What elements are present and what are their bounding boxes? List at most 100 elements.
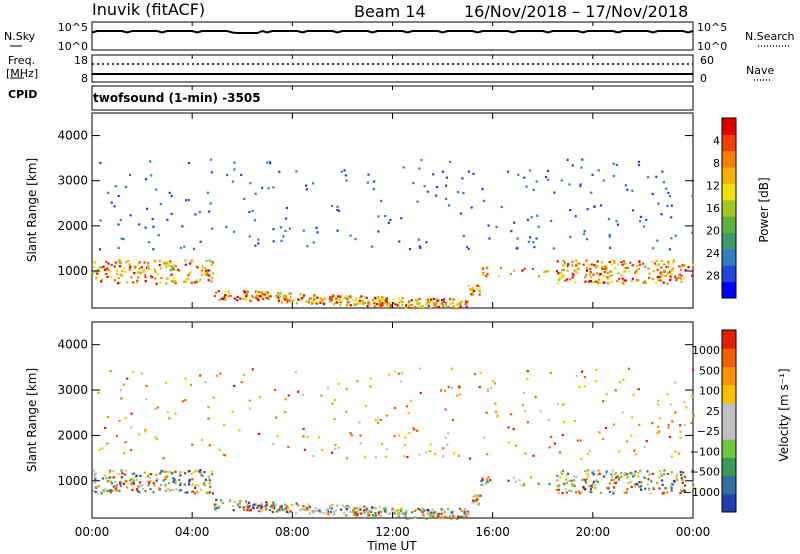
range-cell: [285, 206, 288, 209]
range-cell: [107, 268, 110, 272]
range-cell: [386, 301, 389, 305]
range-cell: [465, 305, 468, 308]
range-cell: [272, 240, 275, 243]
range-cell: [308, 508, 311, 511]
range-cell: [557, 492, 560, 495]
range-cell: [204, 381, 207, 384]
range-cell: [137, 485, 140, 488]
range-cell: [261, 505, 264, 508]
range-cell: [604, 472, 608, 475]
range-cell: [491, 380, 494, 383]
range-cell: [625, 491, 628, 494]
range-cell: [362, 505, 366, 508]
range-cell: [640, 488, 643, 491]
range-cell: [667, 272, 670, 275]
range-cell: [117, 472, 120, 476]
range-cell: [211, 272, 214, 275]
range-cell: [330, 296, 334, 299]
range-cell: [125, 469, 128, 472]
range-cell: [365, 507, 368, 511]
range-cell: [428, 510, 431, 513]
range-cell: [690, 421, 693, 425]
range-cell: [683, 423, 686, 427]
range-cell: [638, 263, 641, 266]
range-cell: [636, 482, 639, 485]
range-cell: [621, 411, 624, 414]
range-cell: [239, 499, 242, 502]
range-cell: [213, 506, 216, 509]
range-cell: [385, 300, 388, 303]
range-cell: [209, 202, 212, 205]
range-cell: [679, 424, 682, 427]
nave-tick-top: 60: [700, 54, 714, 67]
range-cell: [497, 275, 500, 278]
range-cell: [131, 488, 134, 491]
range-cell: [467, 513, 470, 516]
range-cell: [334, 509, 337, 512]
range-cell: [134, 266, 137, 269]
range-cell: [565, 474, 569, 477]
range-cell: [131, 484, 134, 487]
range-cell: [590, 275, 593, 278]
range-cell: [140, 266, 143, 269]
range-cell: [669, 403, 672, 406]
range-cell: [558, 276, 561, 279]
range-cell: [145, 398, 148, 401]
range-cell: [198, 470, 201, 473]
nsky-panel-frame: [91, 21, 694, 51]
range-cell: [548, 446, 551, 449]
range-cell: [474, 499, 477, 502]
range-cell: [366, 514, 369, 518]
range-cell: [309, 297, 313, 300]
range-cell: [404, 304, 408, 307]
range-cell: [199, 278, 202, 281]
range-cell: [553, 191, 556, 194]
range-cell: [612, 259, 616, 263]
range-cell: [584, 470, 587, 473]
range-cell: [303, 508, 307, 512]
range-cell: [578, 385, 581, 388]
range-cell: [135, 474, 138, 477]
range-cell: [650, 480, 653, 483]
range-cell: [445, 197, 448, 201]
range-cell: [242, 298, 245, 301]
range-cell: [434, 305, 437, 308]
range-cell: [581, 158, 584, 161]
range-cell: [355, 514, 358, 517]
range-cell: [432, 514, 435, 517]
range-cell: [378, 513, 381, 516]
range-cell: [637, 279, 640, 282]
range-cell: [364, 296, 367, 299]
range-cell: [181, 400, 184, 403]
range-cell: [600, 266, 603, 269]
range-cell: [419, 367, 422, 370]
range-cell: [174, 280, 177, 283]
range-cell: [206, 273, 209, 276]
range-cell: [478, 293, 481, 296]
range-cell: [200, 474, 203, 477]
range-cell: [251, 209, 254, 212]
range-cell: [388, 301, 391, 305]
range-cell: [558, 451, 562, 454]
range-cell: [170, 279, 173, 283]
colorbar-swatch: [722, 421, 736, 440]
range-cell: [255, 294, 259, 297]
range-cell: [105, 260, 108, 263]
range-cell: [233, 500, 236, 503]
range-cell: [313, 509, 316, 512]
range-cell: [270, 505, 273, 509]
range-cell: [267, 187, 270, 190]
range-cell: [604, 269, 607, 272]
range-cell: [138, 261, 141, 264]
range-cell: [558, 484, 561, 487]
colorbar-tick-label: −100: [690, 445, 720, 458]
power-heatmap: [92, 158, 694, 310]
range-cell: [584, 276, 587, 279]
range-cell: [423, 509, 426, 512]
range-cell: [122, 267, 125, 270]
range-cell: [238, 505, 241, 509]
range-cell: [110, 475, 113, 479]
range-cell: [537, 482, 540, 485]
range-cell: [384, 455, 387, 458]
range-cell: [452, 305, 455, 308]
